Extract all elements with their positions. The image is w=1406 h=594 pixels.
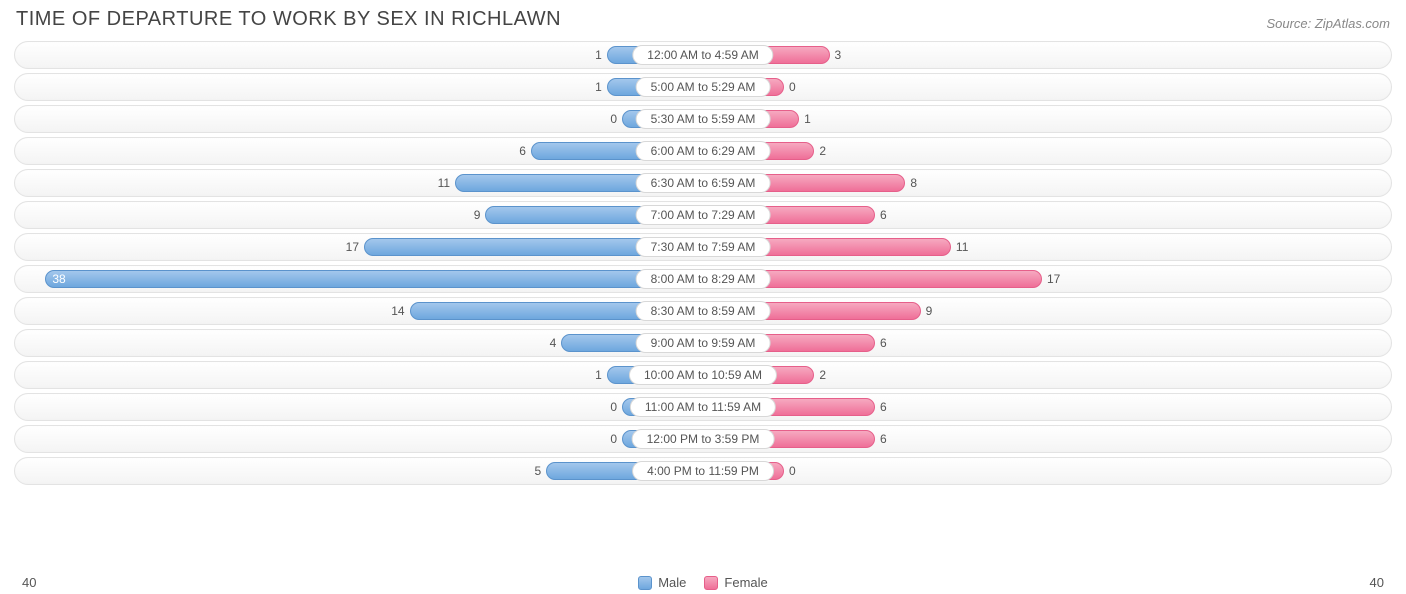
male-half: 17 [15,234,703,260]
female-value: 2 [813,144,826,158]
female-half: 6 [703,202,1391,228]
male-value: 0 [610,112,623,126]
female-half: 11 [703,234,1391,260]
chart-row: 4 6 9:00 AM to 9:59 AM [14,329,1392,357]
male-half: 0 [15,394,703,420]
female-value: 2 [813,368,826,382]
female-half: 2 [703,362,1391,388]
chart-row: 1 3 12:00 AM to 4:59 AM [14,41,1392,69]
category-pill: 8:30 AM to 8:59 AM [636,301,771,321]
male-value: 9 [474,208,487,222]
female-value: 8 [904,176,917,190]
male-half: 38 [15,266,703,292]
chart-row: 0 6 12:00 PM to 3:59 PM [14,425,1392,453]
female-value: 1 [798,112,811,126]
legend-item-female: Female [704,575,767,590]
female-value: 6 [874,432,887,446]
chart-row: 1 2 10:00 AM to 10:59 AM [14,361,1392,389]
female-half: 6 [703,394,1391,420]
male-value: 38 [52,272,65,286]
chart-title: TIME OF DEPARTURE TO WORK BY SEX IN RICH… [16,8,561,31]
male-value: 1 [595,80,608,94]
male-swatch-icon [638,576,652,590]
male-half: 9 [15,202,703,228]
male-value: 0 [610,432,623,446]
male-half: 0 [15,426,703,452]
male-half: 4 [15,330,703,356]
male-bar: 38 [45,270,704,288]
axis-max-right: 40 [1370,575,1384,590]
male-value: 1 [595,48,608,62]
female-half: 2 [703,138,1391,164]
female-half: 1 [703,106,1391,132]
chart-row: 11 8 6:30 AM to 6:59 AM [14,169,1392,197]
legend-female-label: Female [724,575,767,590]
female-value: 11 [950,240,968,254]
female-half: 0 [703,458,1391,484]
diverging-bar-chart: 1 3 12:00 AM to 4:59 AM 1 0 5:00 AM to 5:29 A… [12,41,1394,569]
male-half: 11 [15,170,703,196]
female-value: 0 [783,464,796,478]
female-half: 0 [703,74,1391,100]
male-half: 1 [15,362,703,388]
category-pill: 9:00 AM to 9:59 AM [636,333,771,353]
legend-item-male: Male [638,575,686,590]
chart-row: 0 6 11:00 AM to 11:59 AM [14,393,1392,421]
male-value: 14 [391,304,410,318]
chart-row: 5 0 4:00 PM to 11:59 PM [14,457,1392,485]
category-pill: 5:00 AM to 5:29 AM [636,77,771,97]
chart-source: Source: ZipAtlas.com [1266,16,1390,31]
female-half: 9 [703,298,1391,324]
female-half: 6 [703,426,1391,452]
female-value: 3 [829,48,842,62]
female-half: 6 [703,330,1391,356]
category-pill: 7:30 AM to 7:59 AM [636,237,771,257]
category-pill: 6:00 AM to 6:29 AM [636,141,771,161]
category-pill: 12:00 PM to 3:59 PM [632,429,775,449]
chart-row: 9 6 7:00 AM to 7:29 AM [14,201,1392,229]
male-value: 1 [595,368,608,382]
axis-max-left: 40 [22,575,36,590]
female-swatch-icon [704,576,718,590]
male-value: 6 [519,144,532,158]
chart-row: 0 1 5:30 AM to 5:59 AM [14,105,1392,133]
category-pill: 11:00 AM to 11:59 AM [630,397,776,417]
chart-footer: 40 Male Female 40 [12,569,1394,590]
chart-header: TIME OF DEPARTURE TO WORK BY SEX IN RICH… [12,8,1394,41]
female-value: 0 [783,80,796,94]
male-value: 17 [346,240,365,254]
female-value: 6 [874,208,887,222]
chart-row: 1 0 5:00 AM to 5:29 AM [14,73,1392,101]
legend-male-label: Male [658,575,686,590]
chart-row: 6 2 6:00 AM to 6:29 AM [14,137,1392,165]
category-pill: 7:00 AM to 7:29 AM [636,205,771,225]
male-half: 0 [15,106,703,132]
male-half: 1 [15,74,703,100]
category-pill: 5:30 AM to 5:59 AM [636,109,771,129]
female-half: 3 [703,42,1391,68]
category-pill: 10:00 AM to 10:59 AM [629,365,777,385]
category-pill: 12:00 AM to 4:59 AM [632,45,773,65]
male-value: 5 [534,464,547,478]
female-value: 9 [920,304,933,318]
male-half: 6 [15,138,703,164]
female-value: 6 [874,336,887,350]
category-pill: 8:00 AM to 8:29 AM [636,269,771,289]
female-half: 17 [703,266,1391,292]
male-value: 0 [610,400,623,414]
chart-row: 14 9 8:30 AM to 8:59 AM [14,297,1392,325]
female-half: 8 [703,170,1391,196]
male-value: 11 [438,176,456,190]
male-half: 5 [15,458,703,484]
male-half: 14 [15,298,703,324]
female-value: 6 [874,400,887,414]
chart-row: 17 11 7:30 AM to 7:59 AM [14,233,1392,261]
category-pill: 4:00 PM to 11:59 PM [632,461,774,481]
legend: Male Female [638,575,768,590]
chart-row: 38 17 8:00 AM to 8:29 AM [14,265,1392,293]
female-value: 17 [1041,272,1060,286]
male-half: 1 [15,42,703,68]
category-pill: 6:30 AM to 6:59 AM [636,173,771,193]
male-value: 4 [550,336,563,350]
